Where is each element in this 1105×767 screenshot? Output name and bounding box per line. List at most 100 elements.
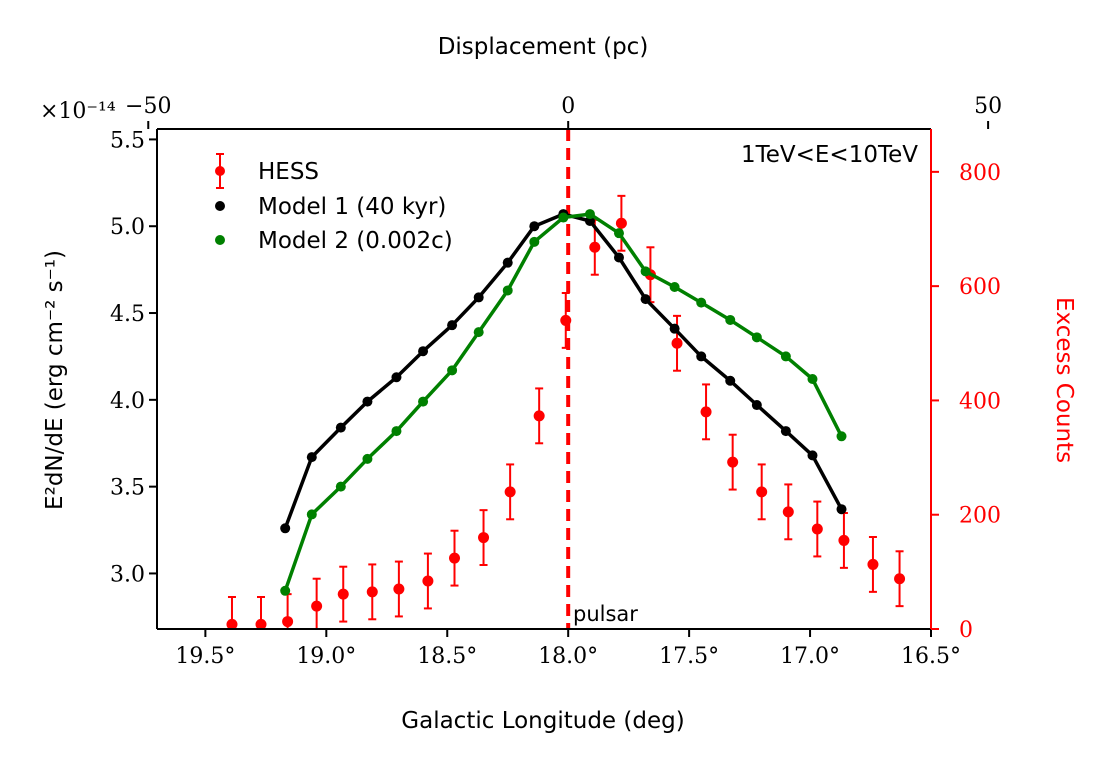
model-1-point xyxy=(306,452,317,463)
y-offset-label: ×10⁻¹⁴ xyxy=(40,99,116,124)
x-tick-label: 19.0° xyxy=(296,644,356,669)
hess-point xyxy=(311,600,323,612)
model-2-point xyxy=(584,209,595,220)
y-right-tick-label: 800 xyxy=(959,161,1001,186)
energy-annotation: 1TeV<E<10TeV xyxy=(741,142,918,168)
hess-point xyxy=(337,588,349,600)
legend-model-1-label: Model 1 (40 kyr) xyxy=(258,194,446,220)
hess-point xyxy=(700,406,712,418)
hess-point xyxy=(504,486,516,498)
top-tick-label: 50 xyxy=(974,94,1002,119)
model-1-point xyxy=(418,346,429,357)
legend-model-2-marker xyxy=(215,235,225,245)
model-2-point xyxy=(669,281,680,292)
top-tick-label: 0 xyxy=(561,94,575,119)
legend: HESS Model 1 (40 kyr) Model 2 (0.002c) xyxy=(215,153,453,254)
hess-point xyxy=(671,337,683,349)
model-1-point xyxy=(780,426,791,437)
y-left-tick-label: 5.0 xyxy=(110,215,145,240)
y-left-tick-label: 3.0 xyxy=(110,562,145,587)
x-tick-label: 17.0° xyxy=(780,644,840,669)
model-1-point xyxy=(280,523,291,534)
model-2-point xyxy=(280,585,291,596)
y-right-tick-label: 600 xyxy=(959,275,1001,300)
y-left-tick-label: 4.5 xyxy=(110,302,145,327)
model-2-point xyxy=(529,236,540,247)
model-1-point xyxy=(696,351,707,362)
x-tick-label: 16.5° xyxy=(901,644,961,669)
y-left-axis-label: E²dN/dE (erg cm⁻² s⁻¹) xyxy=(42,250,68,510)
y-right-axis-label: Excess Counts xyxy=(1051,297,1077,463)
model-1-point xyxy=(725,375,736,386)
model-2-point xyxy=(473,327,484,338)
model-2-point xyxy=(335,481,346,492)
model-1-point xyxy=(391,372,402,383)
legend-hess-label: HESS xyxy=(258,159,319,185)
model-1-point xyxy=(836,504,847,515)
model-2-point xyxy=(418,396,429,407)
model-2-point xyxy=(613,228,624,239)
y-left-tick-label: 5.5 xyxy=(110,128,145,153)
series-layer xyxy=(226,194,906,630)
x-tick-label: 17.5° xyxy=(659,644,719,669)
hess-point xyxy=(478,532,490,544)
x-tick-label: 19.5° xyxy=(175,644,235,669)
model-1-point xyxy=(362,396,373,407)
model-2-point xyxy=(640,266,651,277)
model-2-point xyxy=(780,351,791,362)
hess-point xyxy=(255,618,267,630)
model-1-point xyxy=(751,400,762,411)
legend-model-2-label: Model 2 (0.002c) xyxy=(258,228,453,254)
model-1-point xyxy=(613,252,624,263)
model-2-point xyxy=(306,509,317,520)
hess-point xyxy=(838,534,850,546)
model-2-point xyxy=(751,332,762,343)
legend-item-hess: HESS xyxy=(215,153,319,189)
model-2-point xyxy=(836,431,847,442)
model-2-point xyxy=(391,426,402,437)
hess-point xyxy=(727,456,739,468)
hess-point xyxy=(393,583,405,595)
y-left-tick-label: 3.5 xyxy=(110,476,145,501)
x-tick-label: 18.5° xyxy=(417,644,477,669)
y-right-tick-label: 0 xyxy=(959,618,973,643)
pulsar-label: pulsar xyxy=(573,602,638,626)
hess-point xyxy=(867,558,879,570)
top-tick-label: −50 xyxy=(125,94,171,119)
hess-point xyxy=(533,410,545,422)
model-1-point xyxy=(447,320,458,331)
legend-item-model-2: Model 2 (0.002c) xyxy=(215,228,453,254)
model-2-point xyxy=(362,453,373,464)
hess-point xyxy=(589,241,601,253)
model-1-point xyxy=(669,323,680,334)
model-1-point xyxy=(640,294,651,305)
y-left-tick-label: 4.0 xyxy=(110,389,145,414)
legend-item-model-1: Model 1 (40 kyr) xyxy=(215,194,446,220)
legend-model-1-marker xyxy=(215,201,225,211)
hess-point xyxy=(756,486,768,498)
y-right-tick-label: 200 xyxy=(959,504,1001,529)
model-1-point xyxy=(473,292,484,303)
top-axis-label: Displacement (pc) xyxy=(438,34,649,60)
hess-point xyxy=(226,618,238,630)
model-1-point xyxy=(502,257,513,268)
x-tick-label: 18.0° xyxy=(538,644,598,669)
hess-point xyxy=(782,506,794,518)
axes-layer: 19.5°19.0°18.5°18.0°17.5°17.0°16.5°−100−… xyxy=(110,94,1002,669)
model-2-point xyxy=(696,297,707,308)
model-1-line xyxy=(283,212,844,529)
model-2-point xyxy=(725,314,736,325)
y-right-tick-label: 400 xyxy=(959,389,1001,414)
model-2-point xyxy=(502,285,513,296)
model-1-point xyxy=(807,450,818,461)
hess-point xyxy=(811,523,823,535)
hess-point xyxy=(894,573,906,585)
hess-point xyxy=(282,616,294,628)
hess-point xyxy=(422,575,434,587)
hess-point xyxy=(449,552,461,564)
legend-hess-marker xyxy=(215,166,225,176)
model-1-point xyxy=(335,422,346,433)
x-axis-label: Galactic Longitude (deg) xyxy=(401,708,684,734)
model-2-point xyxy=(558,212,569,223)
